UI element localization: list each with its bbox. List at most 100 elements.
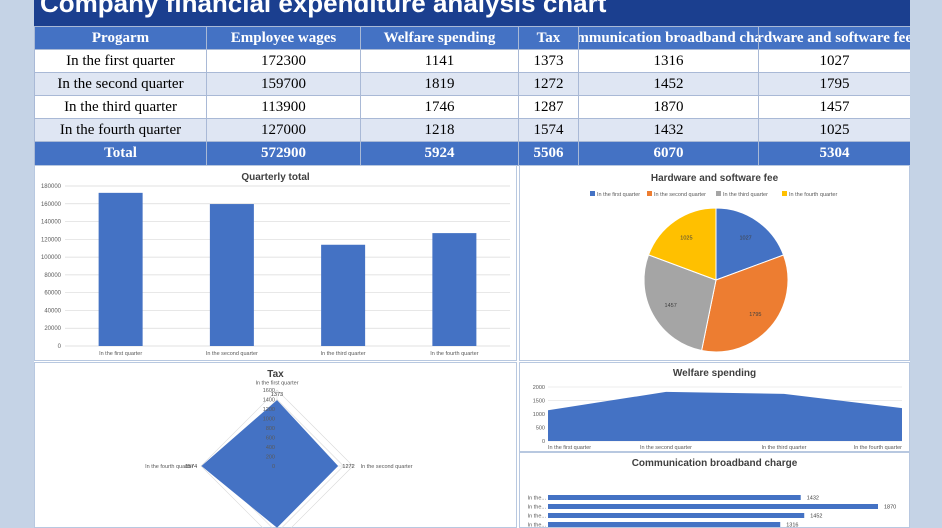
y-tick-label: 2000 bbox=[533, 385, 545, 391]
y-tick-label: In the... bbox=[528, 505, 547, 511]
table-cell[interactable]: 1027 bbox=[758, 49, 910, 73]
row-label[interactable]: In the third quarter bbox=[34, 95, 207, 119]
tax-chart[interactable]: Tax 0 200 400 600 800 1000 1200 1400 1600 In the … bbox=[34, 362, 517, 528]
pie-slice bbox=[647, 207, 717, 281]
radial-tick-label: 600 bbox=[266, 436, 275, 442]
chart-title: Hardware and software fee bbox=[650, 173, 779, 184]
table-cell[interactable]: 159700 bbox=[206, 72, 361, 96]
data-label: 1025 bbox=[680, 235, 692, 241]
legend-label: In the third quarter bbox=[723, 192, 768, 198]
broadband-charge-plot: In the... 1432 In the... 1870 In the... 1452 I… bbox=[528, 495, 896, 528]
table-cell[interactable]: 113900 bbox=[206, 95, 361, 119]
row-label[interactable]: In the first quarter bbox=[34, 49, 207, 73]
y-tick-label: 500 bbox=[536, 426, 545, 432]
y-tick-label: 60000 bbox=[44, 291, 61, 297]
table-cell[interactable]: 1457 bbox=[758, 95, 910, 119]
table-cell[interactable]: 1574 bbox=[518, 118, 579, 142]
x-tick-label: In the third quarter bbox=[762, 445, 807, 451]
row-label[interactable]: In the fourth quarter bbox=[34, 118, 207, 142]
bar bbox=[548, 504, 878, 509]
radial-tick-label: 800 bbox=[266, 426, 275, 432]
chart-title: Quarterly total bbox=[241, 172, 310, 183]
y-tick-label: 160000 bbox=[41, 202, 62, 208]
data-label: 1316 bbox=[786, 523, 798, 528]
table-cell[interactable]: 1287 bbox=[518, 95, 579, 119]
data-label: 1373 bbox=[271, 392, 283, 398]
chart-title: Tax bbox=[267, 369, 284, 380]
bar bbox=[98, 192, 143, 346]
table-cell[interactable]: 127000 bbox=[206, 118, 361, 142]
total-cell[interactable]: 5506 bbox=[518, 141, 579, 166]
total-cell[interactable]: 572900 bbox=[206, 141, 361, 166]
table-cell[interactable]: 1746 bbox=[360, 95, 519, 119]
table-header-row: Progarm Employee wages Welfare spending … bbox=[34, 26, 910, 50]
total-cell[interactable]: 5304 bbox=[758, 141, 910, 166]
table-cell[interactable]: 1819 bbox=[360, 72, 519, 96]
table-row: In the first quarter 172300 1141 1373 13… bbox=[34, 49, 910, 73]
header-cell[interactable]: Employee wages bbox=[206, 26, 361, 50]
y-tick-label: 0 bbox=[58, 344, 62, 350]
category-label: In the fourth quarter bbox=[145, 464, 193, 470]
table-row: In the fourth quarter 127000 1218 1574 1… bbox=[34, 118, 910, 142]
header-cell[interactable]: Communication broadband charge bbox=[578, 26, 759, 50]
x-tick-label: In the fourth quarter bbox=[854, 445, 902, 451]
y-tick-label: 80000 bbox=[44, 273, 61, 279]
table-cell[interactable]: 1218 bbox=[360, 118, 519, 142]
radial-tick-label: 1400 bbox=[263, 398, 275, 404]
data-label: 1027 bbox=[740, 235, 752, 241]
y-tick-label: 140000 bbox=[41, 220, 62, 226]
y-tick-label: 20000 bbox=[44, 326, 61, 332]
welfare-spending-chart[interactable]: Welfare spending 0 500 1000 1500 2000 In the … bbox=[519, 362, 910, 452]
pie-slice bbox=[715, 207, 785, 281]
quarterly-total-chart[interactable]: Quarterly total 0 20000 40000 60000 80000 100… bbox=[34, 165, 517, 361]
hardware-software-chart[interactable]: Hardware and software fee In the first q… bbox=[519, 165, 910, 361]
bar bbox=[321, 244, 366, 346]
table-cell[interactable]: 1432 bbox=[578, 118, 759, 142]
chart-title: Welfare spending bbox=[672, 368, 757, 379]
chart-title: Communication broadband charge bbox=[631, 458, 798, 469]
title-bar: Company financial expenditure analysis c… bbox=[34, 0, 910, 26]
y-tick-label: 120000 bbox=[41, 237, 62, 243]
row-label[interactable]: In the second quarter bbox=[34, 72, 207, 96]
table-cell[interactable]: 1141 bbox=[360, 49, 519, 73]
bar bbox=[432, 233, 477, 346]
tax-plot: 0 200 400 600 800 1000 1200 1400 1600 In the firs… bbox=[145, 380, 413, 528]
y-tick-label: In the... bbox=[528, 523, 547, 528]
broadband-charge-chart[interactable]: Communication broadband charge In the...… bbox=[519, 452, 910, 528]
page-title: Company financial expenditure analysis c… bbox=[40, 0, 607, 18]
table-cell[interactable]: 1795 bbox=[758, 72, 910, 96]
x-tick-label: In the fourth quarter bbox=[430, 351, 478, 357]
header-cell-text: Communication broadband charge bbox=[580, 29, 758, 46]
bar bbox=[209, 204, 254, 346]
header-cell[interactable]: Tax bbox=[518, 26, 579, 50]
table-row: In the second quarter 159700 1819 1272 1… bbox=[34, 72, 910, 96]
bar bbox=[548, 495, 801, 500]
y-tick-label: 40000 bbox=[44, 308, 61, 314]
quarterly-total-plot: 0 20000 40000 60000 80000 100000 120000 140000 1… bbox=[41, 184, 510, 357]
table-cell[interactable]: 1452 bbox=[578, 72, 759, 96]
header-cell[interactable]: Hardware and software fee bbox=[758, 26, 910, 50]
table-cell[interactable]: 1870 bbox=[578, 95, 759, 119]
x-tick-label: In the third quarter bbox=[321, 351, 366, 357]
legend-swatch bbox=[647, 191, 652, 196]
pie-slice bbox=[701, 254, 789, 353]
bar bbox=[548, 522, 781, 527]
table-cell[interactable]: 1272 bbox=[518, 72, 579, 96]
data-label: 1432 bbox=[807, 496, 819, 502]
radar-gridline bbox=[200, 389, 354, 528]
y-tick-label: In the... bbox=[528, 496, 547, 502]
total-cell[interactable]: 5924 bbox=[360, 141, 519, 166]
total-cell[interactable]: 6070 bbox=[578, 141, 759, 166]
y-tick-label: 1000 bbox=[533, 412, 545, 418]
table-cell[interactable]: 1373 bbox=[518, 49, 579, 73]
header-cell[interactable]: Progarm bbox=[34, 26, 207, 50]
table-cell[interactable]: 172300 bbox=[206, 49, 361, 73]
data-label: 1574 bbox=[185, 464, 197, 470]
table-cell[interactable]: 1025 bbox=[758, 118, 910, 142]
data-label: 1870 bbox=[884, 505, 896, 511]
total-row: Total 572900 5924 5506 6070 5304 bbox=[34, 141, 910, 166]
total-label[interactable]: Total bbox=[34, 141, 207, 166]
y-tick-label: 180000 bbox=[41, 184, 62, 190]
header-cell[interactable]: Welfare spending bbox=[360, 26, 519, 50]
table-cell[interactable]: 1316 bbox=[578, 49, 759, 73]
